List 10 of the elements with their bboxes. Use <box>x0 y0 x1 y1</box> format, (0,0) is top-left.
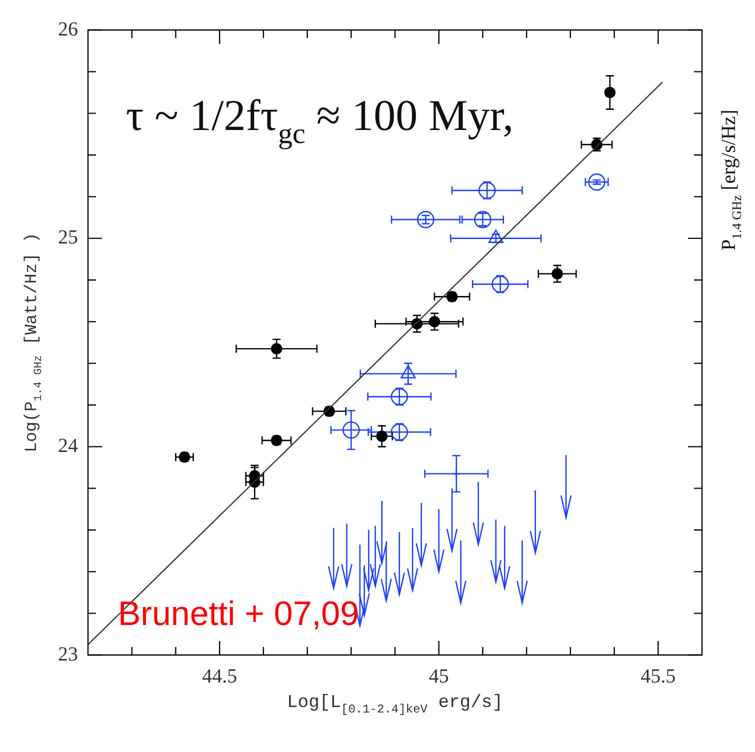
y-tick-label: 25 <box>58 226 78 249</box>
y-tick-label: 24 <box>58 434 78 457</box>
y-axis-title: Log(P1.4 GHz [Watt/Hz] ) <box>23 232 46 452</box>
text: P1.4 GHz [erg/s/Hz] <box>718 110 744 250</box>
x-tick-label: 45 <box>428 665 449 688</box>
y-tick-label: 26 <box>58 18 78 40</box>
x-tick-label: 45.5 <box>640 665 676 688</box>
annotation: Brunetti + 07,09 <box>118 595 360 633</box>
x-tick-label: 44.5 <box>202 665 238 688</box>
y-tick-label: 23 <box>58 643 78 666</box>
